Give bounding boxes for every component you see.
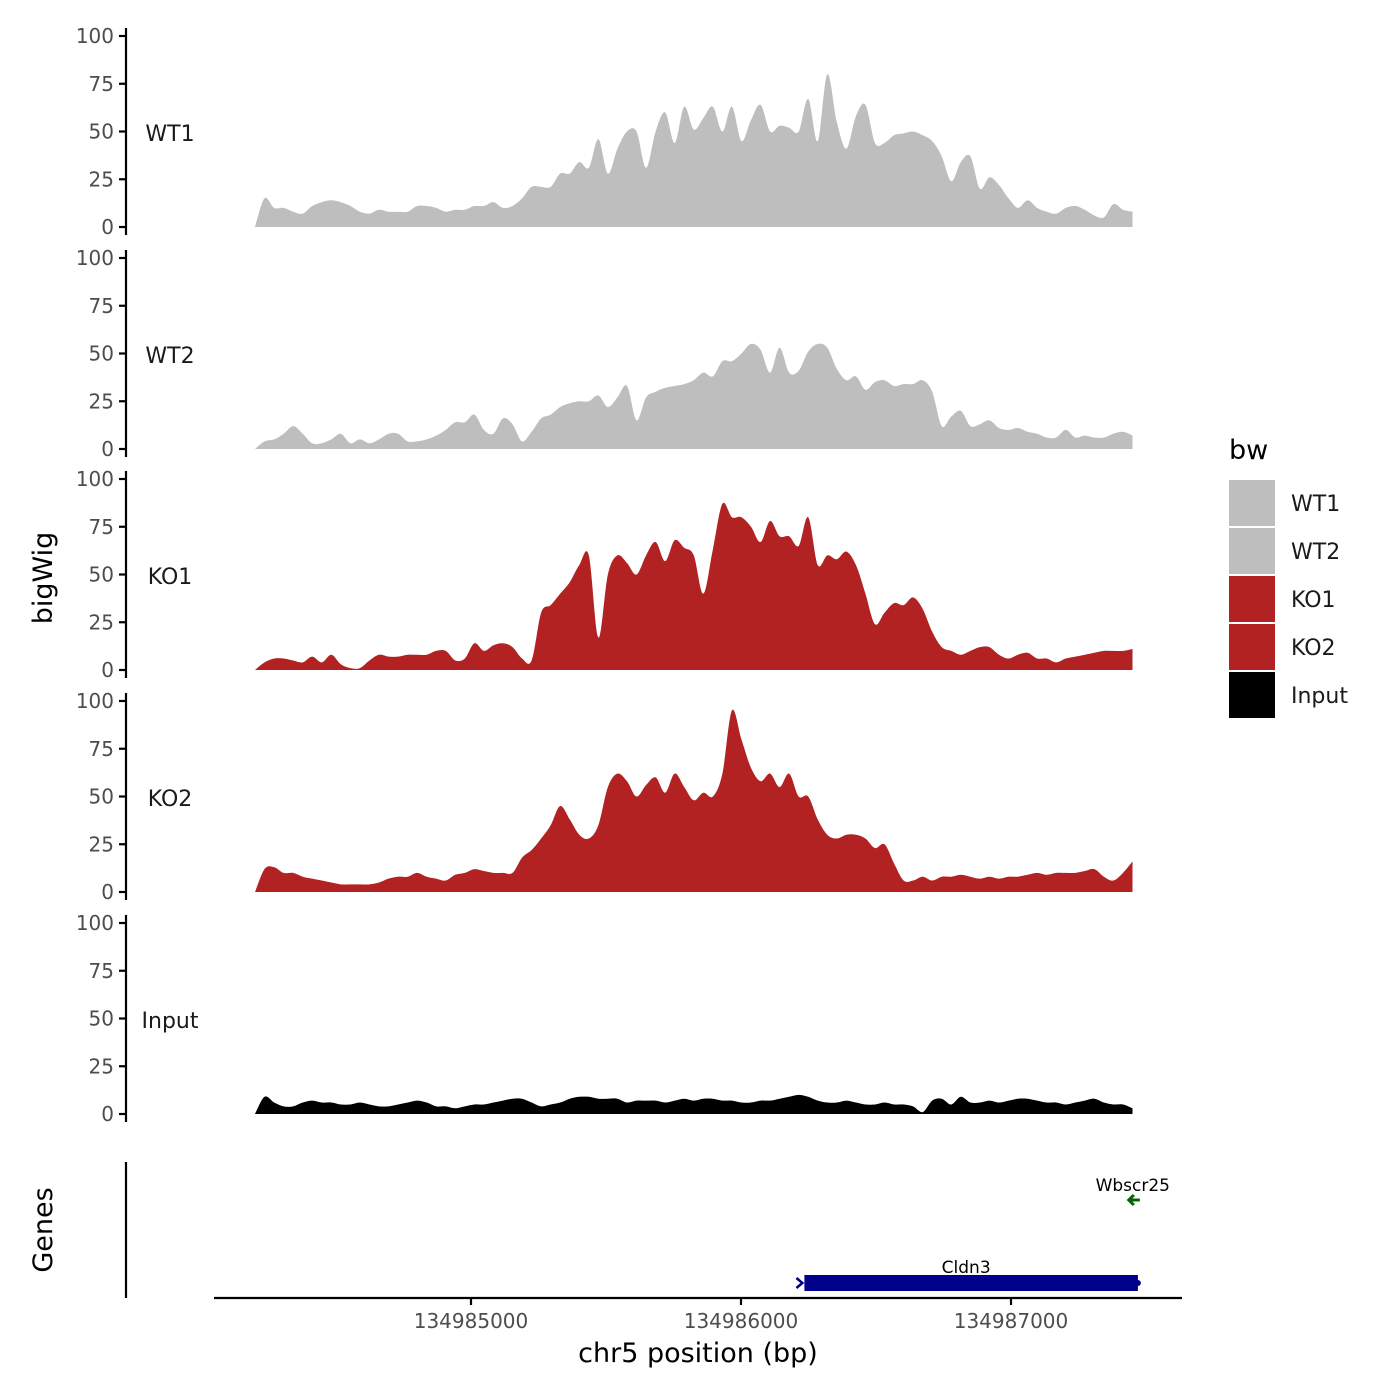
y-tick-label: 100 — [76, 911, 114, 935]
area-input — [255, 1094, 1133, 1114]
y-tick-label: 50 — [89, 342, 114, 366]
legend-label: WT1 — [1291, 492, 1340, 517]
y-tick-label: 0 — [101, 437, 114, 461]
track-ko1: 0 25 50 75 100 KO1 — [76, 467, 1133, 682]
track-wt2: 0 25 50 75 100 WT2 — [76, 246, 1133, 461]
legend-swatch — [1229, 528, 1275, 574]
y-tick-label: 75 — [89, 294, 114, 318]
y-tick-label: 50 — [89, 563, 114, 587]
tracks-layer: 0255075100WT10255075100WT20255075100KO10… — [76, 24, 1133, 1126]
genes-layer: Wbscr25 Cldn3 — [124, 1162, 1170, 1298]
y-tick-label: 25 — [89, 389, 114, 413]
genes-axis-title: Genes — [28, 1187, 59, 1272]
y-tick-label: 25 — [89, 1054, 114, 1078]
y-tick-label: 0 — [101, 215, 114, 239]
track-ko2: 0 25 50 75 100 KO2 — [76, 689, 1133, 904]
y-tick-label: 100 — [76, 467, 114, 491]
x-tick-label: 134985000 — [414, 1309, 529, 1333]
area-ko1 — [255, 502, 1133, 670]
gene-body — [804, 1275, 1138, 1291]
gene-label: Wbscr25 — [1096, 1176, 1170, 1196]
legend-title: bw — [1229, 435, 1268, 466]
y-tick-label: 75 — [89, 515, 114, 539]
legend: bw WT1 WT2 KO1 KO2 Input — [1229, 435, 1348, 718]
strand-arrow — [1126, 1193, 1140, 1207]
legend-swatch — [1229, 672, 1275, 718]
y-tick-label: 50 — [89, 785, 114, 809]
legend-label: KO1 — [1291, 588, 1336, 613]
y-tick-label: 25 — [89, 832, 114, 856]
track-label: Input — [142, 1009, 199, 1034]
y-tick-label: 25 — [89, 167, 114, 191]
legend-entry-input: Input — [1229, 672, 1348, 718]
gene-cldn3: Cldn3 — [795, 1258, 1141, 1291]
gene-end-marker — [1134, 1280, 1141, 1286]
x-tick-label: 134987000 — [954, 1309, 1069, 1333]
area-ko2 — [255, 709, 1133, 892]
y-tick-label: 100 — [76, 689, 114, 713]
y-tick-label: 75 — [89, 959, 114, 983]
track-label: WT2 — [145, 344, 194, 369]
track-input: 0 25 50 75 100 Input — [76, 911, 1133, 1126]
gene-label: Cldn3 — [942, 1258, 991, 1278]
gene-wbscr25: Wbscr25 — [1096, 1176, 1170, 1207]
legend-entry-ko2: KO2 — [1229, 624, 1336, 670]
x-tick-label: 134986000 — [684, 1309, 799, 1333]
area-wt1 — [255, 74, 1133, 227]
y-tick-label: 25 — [89, 610, 114, 634]
area-wt2 — [255, 343, 1133, 449]
x-axis-title: chr5 position (bp) — [578, 1338, 818, 1369]
y-tick-label: 50 — [89, 1007, 114, 1031]
y-tick-label: 75 — [89, 737, 114, 761]
legend-swatch — [1229, 624, 1275, 670]
y-tick-label: 100 — [76, 24, 114, 48]
legend-swatch — [1229, 576, 1275, 622]
legend-label: KO2 — [1291, 636, 1336, 661]
legend-entry-wt1: WT1 — [1229, 480, 1340, 526]
y-axis-title: bigWig — [28, 532, 59, 625]
legend-label: Input — [1291, 684, 1348, 709]
track-wt1: 0 25 50 75 100 WT1 — [76, 24, 1133, 239]
legend-swatch — [1229, 480, 1275, 526]
y-tick-label: 0 — [101, 1102, 114, 1126]
track-label: KO2 — [148, 787, 193, 812]
legend-entry-wt2: WT2 — [1229, 528, 1340, 574]
y-tick-label: 100 — [76, 246, 114, 270]
x-axis: 134985000 134986000 134987000 — [214, 1296, 1182, 1333]
strand-arrow — [795, 1277, 805, 1289]
y-tick-label: 0 — [101, 880, 114, 904]
y-tick-label: 50 — [89, 120, 114, 144]
track-label: KO1 — [148, 565, 193, 590]
legend-entry-ko1: KO1 — [1229, 576, 1336, 622]
track-label: WT1 — [145, 122, 194, 147]
y-tick-label: 75 — [89, 72, 114, 96]
legend-label: WT2 — [1291, 540, 1340, 565]
y-tick-label: 0 — [101, 658, 114, 682]
